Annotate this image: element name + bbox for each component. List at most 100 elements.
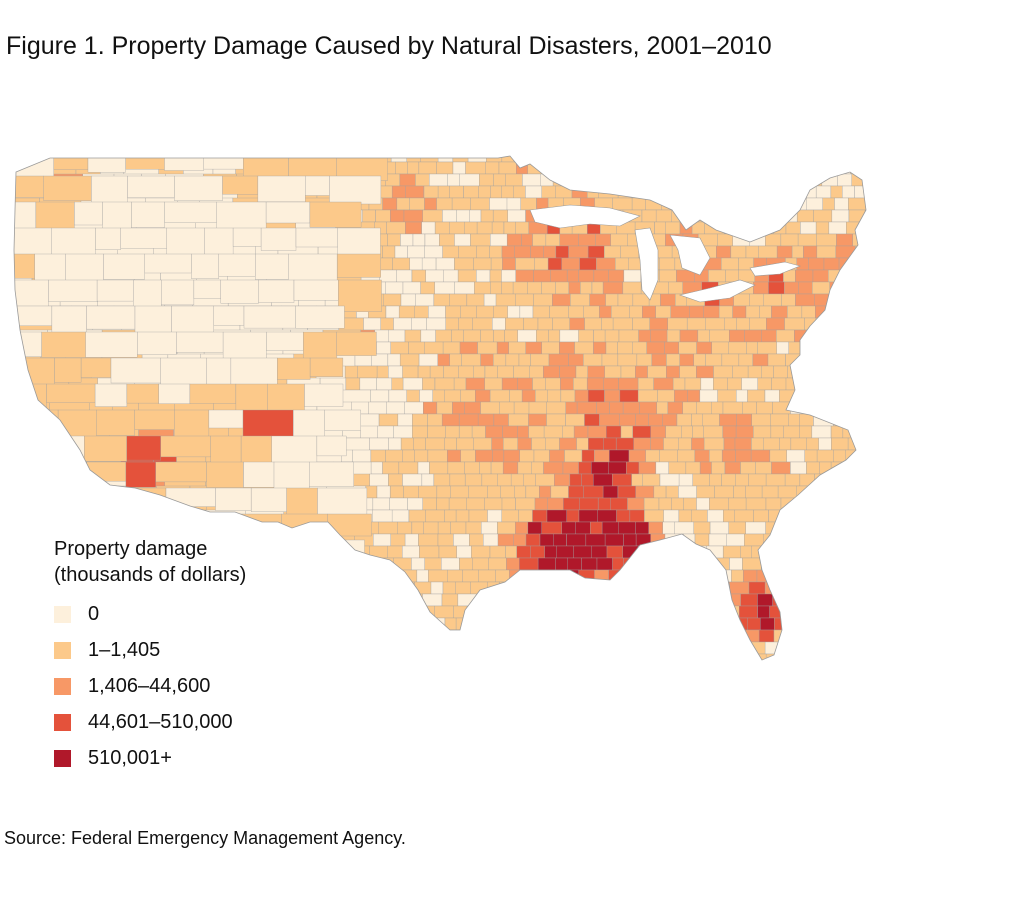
county-cell: [14, 605, 44, 627]
county-cell: [764, 641, 780, 655]
county-cell: [418, 485, 438, 499]
county-cell: [158, 383, 191, 404]
county-cell: [424, 341, 444, 355]
county-cell: [744, 329, 762, 343]
county-cell: [590, 617, 604, 631]
county-cell: [767, 353, 786, 367]
county-cell: [640, 653, 660, 660]
county-cell: [726, 533, 745, 547]
county-cell: [591, 281, 604, 295]
county-cell: [637, 389, 658, 403]
county-cell: [492, 449, 505, 463]
county-cell: [473, 365, 486, 379]
county-cell: [555, 185, 573, 199]
county-cell: [601, 605, 621, 619]
county-cell: [596, 156, 613, 163]
county-cell: [866, 606, 870, 618]
county-cell: [418, 533, 439, 547]
county-cell: [33, 437, 69, 459]
county-cell: [580, 281, 593, 295]
county-cell: [830, 425, 844, 439]
county-cell: [418, 161, 437, 175]
county-cell: [433, 293, 450, 307]
county-cell: [409, 197, 425, 211]
county-cell: [387, 353, 401, 367]
county-cell: [861, 557, 866, 571]
county-cell: [829, 317, 847, 331]
county-cell: [528, 413, 547, 427]
county-cell: [460, 449, 476, 463]
county-cell: [497, 365, 514, 379]
county-cell: [501, 377, 518, 391]
county-cell: [492, 317, 506, 331]
county-cell: [796, 521, 814, 535]
county-cell: [765, 473, 786, 487]
legend-title-line2: (thousands of dollars): [54, 564, 247, 586]
county-cell: [497, 533, 514, 547]
county-cell: [501, 245, 515, 259]
legend-label: 510,001+: [88, 746, 172, 769]
county-cell: [41, 331, 86, 358]
county-cell: [243, 156, 289, 179]
county-cell: [722, 425, 737, 439]
county-cell: [394, 629, 409, 643]
county-cell: [761, 485, 779, 499]
county-cell: [559, 329, 579, 343]
county-cell: [382, 629, 395, 643]
county-cell: [608, 629, 625, 643]
county-cell: [324, 409, 361, 431]
county-cell: [652, 545, 665, 559]
county-cell: [545, 377, 561, 391]
county-cell: [110, 357, 161, 384]
county-cell: [95, 227, 121, 250]
county-cell: [727, 377, 742, 391]
county-cell: [142, 509, 178, 531]
county-cell: [623, 653, 641, 660]
county-cell: [568, 305, 584, 319]
county-cell: [644, 569, 664, 583]
county-cell: [660, 293, 676, 307]
county-cell: [448, 497, 467, 511]
county-cell: [297, 617, 324, 639]
county-cell: [668, 281, 683, 295]
county-cell: [543, 161, 562, 175]
county-cell: [563, 497, 580, 511]
county-cell: [421, 473, 434, 487]
county-cell: [435, 329, 452, 343]
county-cell: [485, 161, 500, 175]
county-cell: [404, 533, 419, 547]
county-cell: [774, 173, 793, 187]
county-cell: [525, 485, 540, 499]
county-cell: [674, 521, 694, 535]
county-cell: [359, 557, 380, 571]
county-cell: [313, 581, 351, 603]
county-cell: [390, 209, 405, 223]
county-cell: [376, 341, 391, 355]
county-cell: [775, 569, 795, 583]
county-cell: [391, 509, 410, 523]
county-cell: [703, 557, 716, 571]
county-cell: [501, 185, 514, 199]
county-cell: [437, 521, 451, 535]
county-cell: [544, 605, 557, 619]
county-cell: [385, 281, 404, 295]
county-cell: [769, 156, 786, 163]
county-cell: [652, 581, 665, 595]
county-cell: [160, 357, 207, 388]
county-cell: [14, 487, 58, 517]
county-cell: [814, 617, 829, 631]
county-cell: [550, 485, 569, 499]
county-cell: [650, 329, 668, 343]
choropleth-map: [10, 150, 870, 680]
county-cell: [745, 485, 763, 499]
county-cell: [257, 175, 306, 203]
county-cell: [588, 605, 602, 619]
county-cell: [505, 545, 517, 559]
county-cell: [404, 401, 424, 415]
county-cell: [854, 666, 870, 678]
county-cell: [829, 533, 847, 547]
county-cell: [702, 209, 717, 223]
county-cell: [848, 413, 862, 427]
county-cell: [565, 401, 578, 415]
county-cell: [552, 317, 570, 331]
